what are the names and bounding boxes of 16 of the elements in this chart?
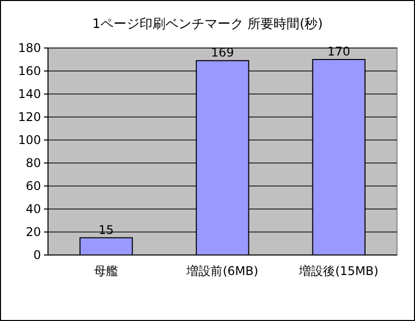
chart-title: 1ページ印刷ベンチマーク 所要時間(秒) [92, 17, 323, 32]
y-tick-label: 180 [18, 41, 41, 56]
y-tick-label: 160 [18, 64, 41, 78]
data-label: 170 [327, 44, 350, 58]
x-tick-label: 母艦 [94, 264, 118, 278]
y-tick-label: 40 [26, 202, 41, 216]
y-tick-label: 120 [18, 110, 41, 124]
y-tick-label: 140 [18, 87, 41, 102]
x-tick-label: 増設後(15MB) [298, 264, 378, 278]
y-tick-label: 80 [26, 156, 41, 170]
y-tick-label: 0 [33, 248, 41, 262]
y-tick-label: 100 [18, 133, 41, 148]
data-label: 169 [211, 46, 234, 60]
x-tick-label: 増設前(6MB) [186, 264, 258, 278]
y-tick-label: 60 [26, 179, 41, 194]
y-tick-label: 20 [26, 225, 41, 240]
